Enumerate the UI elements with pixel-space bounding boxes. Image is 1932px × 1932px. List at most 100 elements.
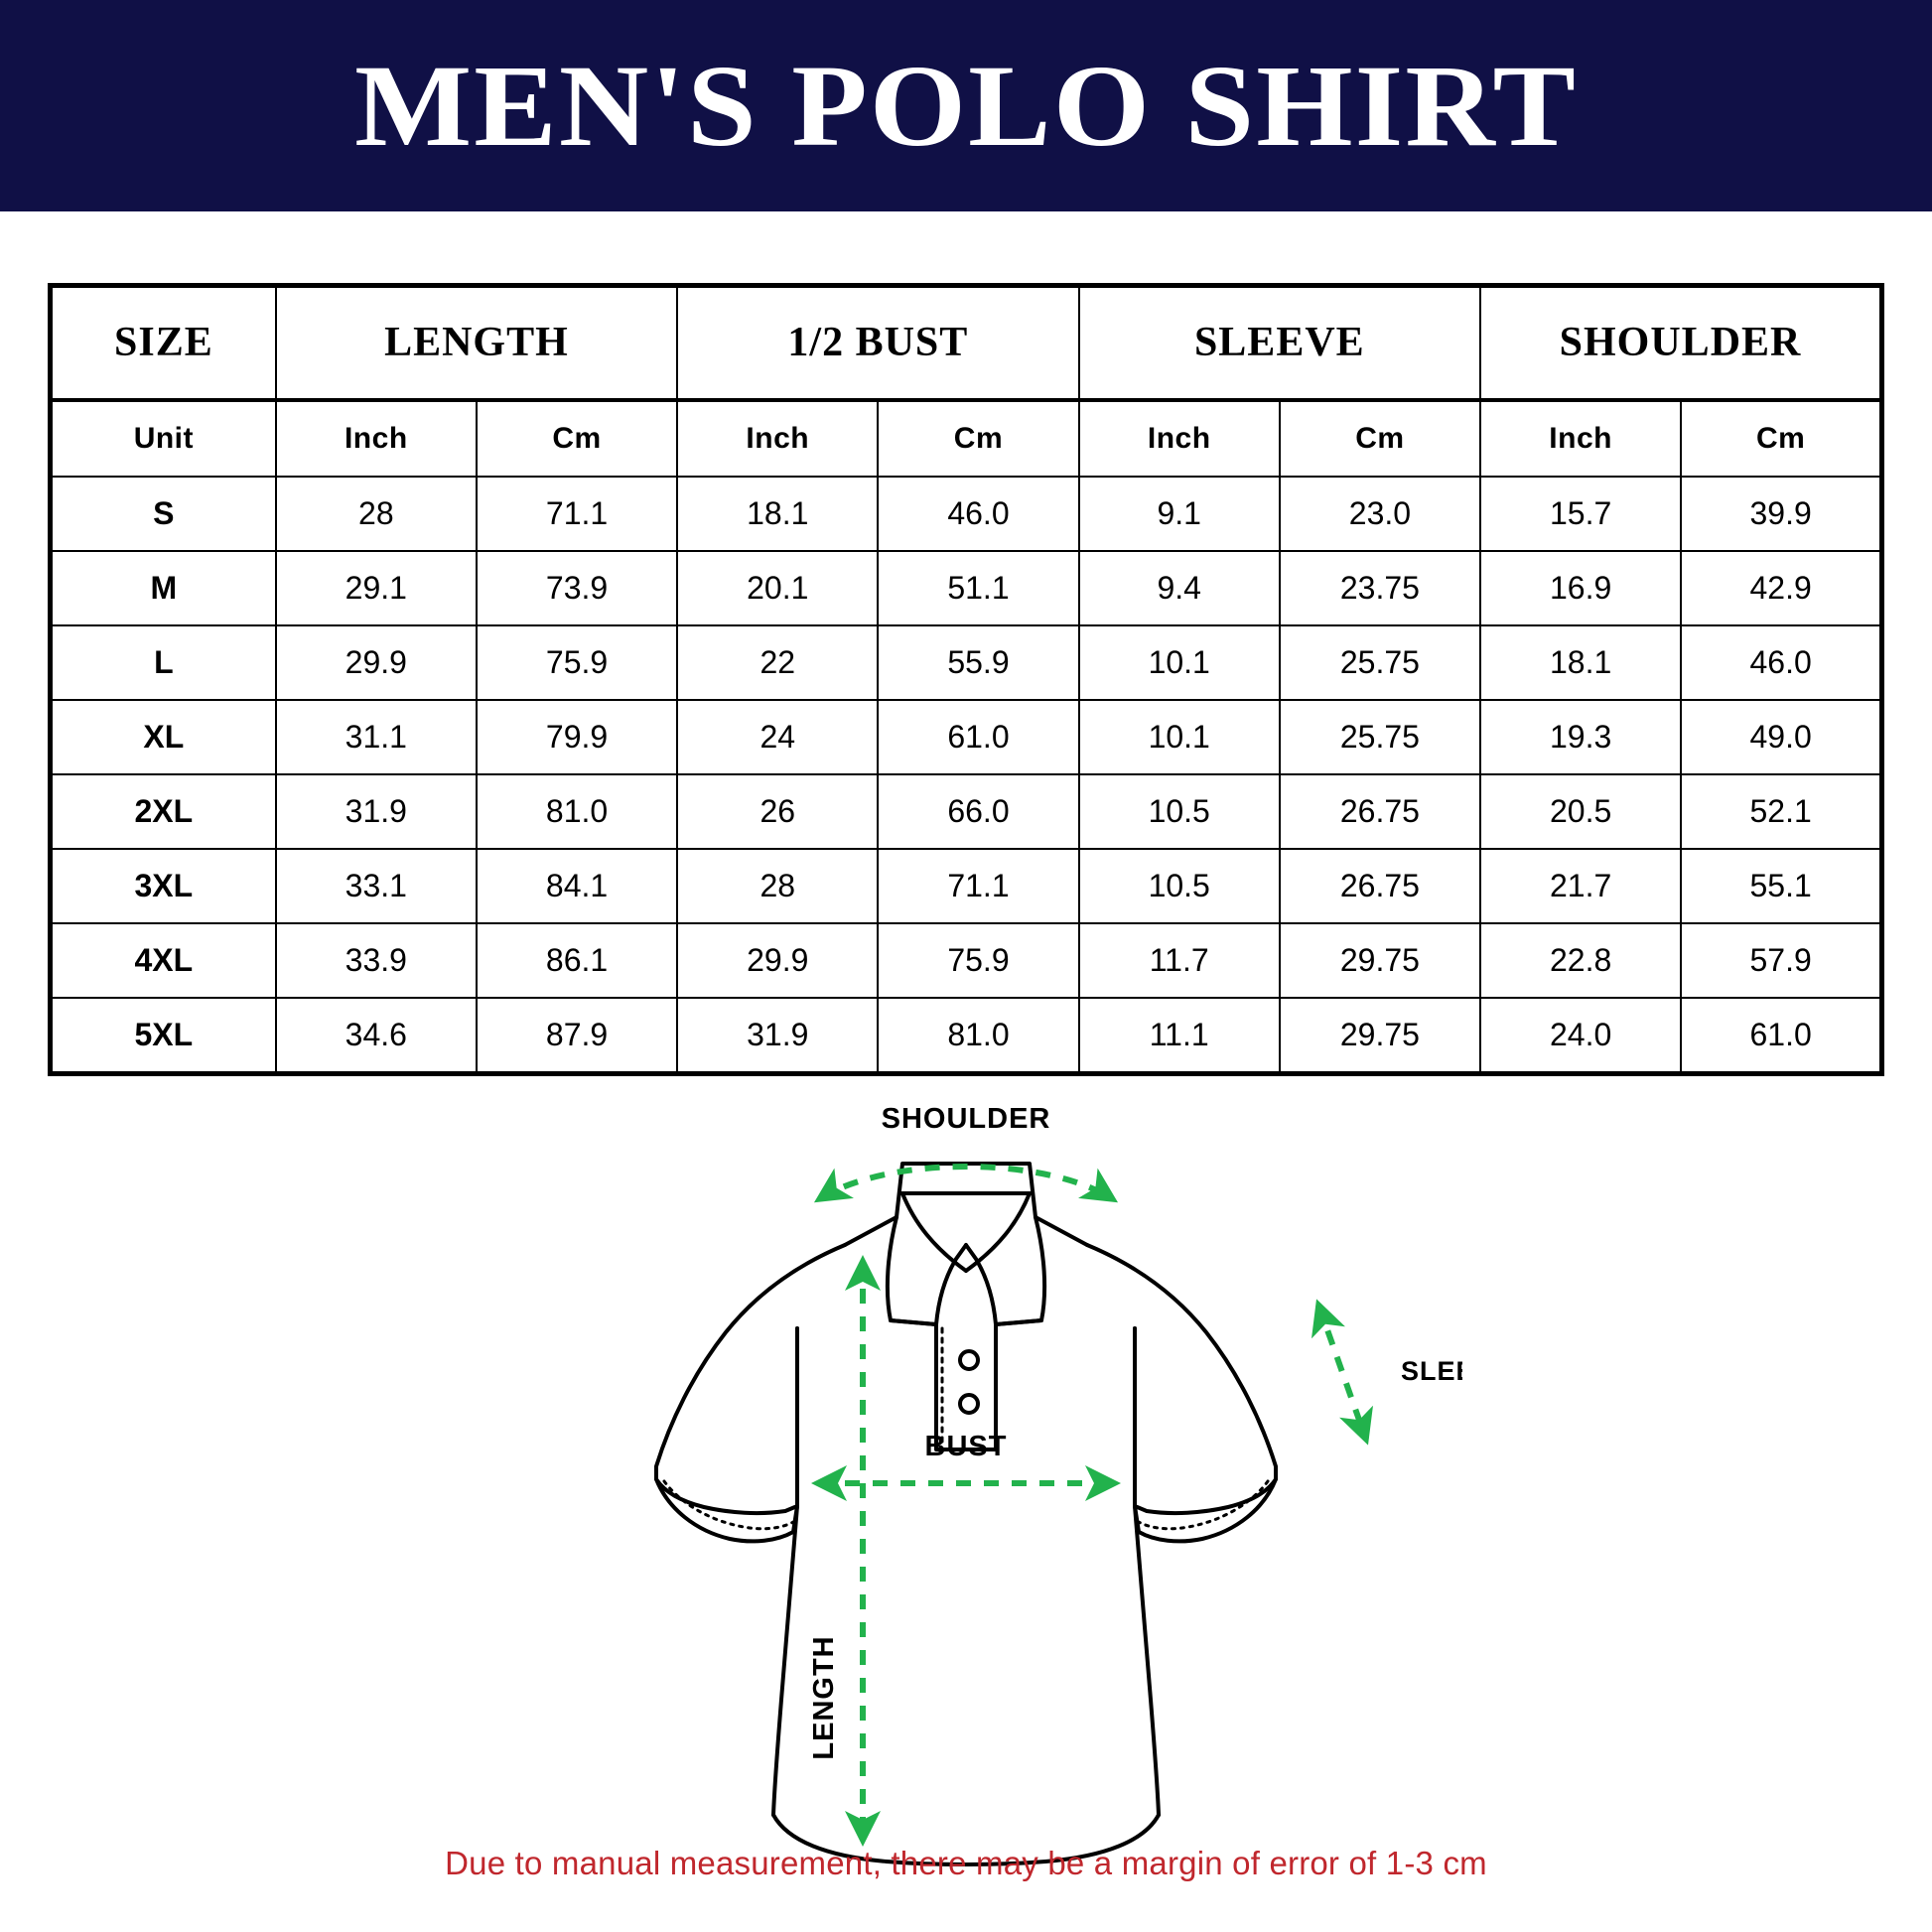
cell-shoulder-inch: 22.8	[1479, 921, 1683, 999]
table-row: 3XL 33.1 84.1 28 71.1 10.5 26.75 21.7 55…	[49, 847, 1883, 924]
cell-shoulder-cm: 46.0	[1680, 623, 1883, 701]
table-row: L 29.9 75.9 22 55.9 10.1 25.75 18.1 46.0	[49, 623, 1883, 701]
cell-shoulder-inch: 16.9	[1479, 549, 1683, 626]
table-row: M 29.1 73.9 20.1 51.1 9.4 23.75 16.9 42.…	[49, 549, 1883, 626]
cell-bust-cm: 71.1	[877, 847, 1080, 924]
cell-length-cm: 73.9	[475, 549, 679, 626]
unit-header-bust-inch: Inch	[676, 398, 880, 478]
unit-header-shoulder-inch: Inch	[1479, 398, 1683, 478]
polo-shirt-outline	[654, 1161, 1278, 1866]
cell-sleeve-cm: 26.75	[1278, 847, 1482, 924]
size-chart-table-wrapper: SIZE LENGTH 1/2 BUST SLEEVE SHOULDER Uni…	[48, 283, 1884, 1076]
group-header-bust: 1/2 BUST	[676, 284, 1080, 401]
cell-length-inch: 28	[274, 475, 478, 552]
cell-sleeve-inch: 11.1	[1077, 996, 1281, 1074]
cell-shoulder-inch: 20.5	[1479, 772, 1683, 850]
unit-header-shoulder-cm: Cm	[1680, 398, 1883, 478]
cell-size: S	[49, 475, 277, 552]
measurement-disclaimer: Due to manual measurement, there may be …	[445, 1845, 1487, 1881]
table-row: 4XL 33.9 86.1 29.9 75.9 11.7 29.75 22.8 …	[49, 921, 1883, 999]
cell-length-cm: 87.9	[475, 996, 679, 1074]
cell-size: 4XL	[49, 921, 277, 999]
cell-length-inch: 29.9	[274, 623, 478, 701]
length-label: LENGTH	[808, 1635, 840, 1759]
page-title: MEN'S POLO SHIRT	[354, 40, 1578, 171]
cell-sleeve-cm: 25.75	[1278, 623, 1482, 701]
cell-shoulder-inch: 24.0	[1479, 996, 1683, 1074]
cell-shoulder-cm: 61.0	[1680, 996, 1883, 1074]
cell-bust-inch: 22	[676, 623, 880, 701]
cell-sleeve-inch: 10.1	[1077, 623, 1281, 701]
cell-bust-cm: 51.1	[877, 549, 1080, 626]
cell-bust-cm: 55.9	[877, 623, 1080, 701]
cell-length-cm: 86.1	[475, 921, 679, 999]
right-cuff-stitch-line	[1135, 1479, 1270, 1530]
cell-sleeve-cm: 29.75	[1278, 921, 1482, 999]
cell-length-inch: 33.1	[274, 847, 478, 924]
page-header-banner: MEN'S POLO SHIRT	[0, 0, 1932, 211]
group-header-size: SIZE	[49, 284, 277, 401]
cell-length-cm: 79.9	[475, 698, 679, 775]
sleeve-label: SLEEVE	[1401, 1356, 1462, 1386]
cell-bust-inch: 18.1	[676, 475, 880, 552]
table-group-header-row: SIZE LENGTH 1/2 BUST SLEEVE SHOULDER	[49, 284, 1883, 401]
unit-header-unit: Unit	[49, 398, 277, 478]
cell-size: XL	[49, 698, 277, 775]
cell-bust-cm: 81.0	[877, 996, 1080, 1074]
cell-shoulder-inch: 18.1	[1479, 623, 1683, 701]
unit-header-length-inch: Inch	[274, 398, 478, 478]
cell-sleeve-cm: 23.0	[1278, 475, 1482, 552]
polo-shirt-diagram-svg: SHOULDER SLEEVE BUST LENGTH	[654, 1103, 1462, 1866]
table-row: 5XL 34.6 87.9 31.9 81.0 11.1 29.75 24.0 …	[49, 996, 1883, 1074]
table-row: XL 31.1 79.9 24 61.0 10.1 25.75 19.3 49.…	[49, 698, 1883, 775]
cell-sleeve-inch: 9.4	[1077, 549, 1281, 626]
cell-bust-inch: 28	[676, 847, 880, 924]
cell-bust-inch: 29.9	[676, 921, 880, 999]
cell-sleeve-inch: 10.5	[1077, 847, 1281, 924]
cell-bust-inch: 20.1	[676, 549, 880, 626]
cell-shoulder-cm: 52.1	[1680, 772, 1883, 850]
cell-shoulder-cm: 57.9	[1680, 921, 1883, 999]
cell-bust-inch: 24	[676, 698, 880, 775]
cell-size: 2XL	[49, 772, 277, 850]
table-row: S 28 71.1 18.1 46.0 9.1 23.0 15.7 39.9	[49, 475, 1883, 552]
cell-sleeve-cm: 25.75	[1278, 698, 1482, 775]
unit-header-sleeve-inch: Inch	[1077, 398, 1281, 478]
cell-shoulder-inch: 19.3	[1479, 698, 1683, 775]
cell-shoulder-cm: 42.9	[1680, 549, 1883, 626]
cell-length-inch: 33.9	[274, 921, 478, 999]
unit-header-bust-cm: Cm	[877, 398, 1080, 478]
cell-length-cm: 75.9	[475, 623, 679, 701]
cell-sleeve-cm: 29.75	[1278, 996, 1482, 1074]
unit-header-length-cm: Cm	[475, 398, 679, 478]
cell-bust-cm: 75.9	[877, 921, 1080, 999]
cell-sleeve-inch: 10.5	[1077, 772, 1281, 850]
shoulder-label: SHOULDER	[882, 1103, 1051, 1135]
unit-header-sleeve-cm: Cm	[1278, 398, 1482, 478]
group-header-length: LENGTH	[274, 284, 679, 401]
cell-sleeve-cm: 26.75	[1278, 772, 1482, 850]
cell-shoulder-cm: 55.1	[1680, 847, 1883, 924]
cell-shoulder-cm: 39.9	[1680, 475, 1883, 552]
cell-bust-inch: 26	[676, 772, 880, 850]
button-bottom	[958, 1392, 980, 1415]
bust-label: BUST	[925, 1431, 1008, 1462]
cell-shoulder-inch: 15.7	[1479, 475, 1683, 552]
cell-bust-cm: 46.0	[877, 475, 1080, 552]
cell-length-cm: 71.1	[475, 475, 679, 552]
table-unit-header-row: Unit Inch Cm Inch Cm Inch Cm Inch Cm	[49, 398, 1883, 478]
shoulder-measure-arrow	[813, 1163, 1119, 1202]
cell-shoulder-inch: 21.7	[1479, 847, 1683, 924]
button-top	[958, 1348, 980, 1371]
cell-bust-cm: 61.0	[877, 698, 1080, 775]
group-header-sleeve: SLEEVE	[1077, 284, 1482, 401]
cell-size: 3XL	[49, 847, 277, 924]
measurement-diagram: SHOULDER SLEEVE BUST LENGTH	[0, 1094, 1932, 1878]
cell-length-cm: 84.1	[475, 847, 679, 924]
cell-sleeve-inch: 11.7	[1077, 921, 1281, 999]
cell-sleeve-cm: 23.75	[1278, 549, 1482, 626]
cell-sleeve-inch: 10.1	[1077, 698, 1281, 775]
group-header-shoulder: SHOULDER	[1479, 284, 1883, 401]
cell-length-cm: 81.0	[475, 772, 679, 850]
cell-shoulder-cm: 49.0	[1680, 698, 1883, 775]
